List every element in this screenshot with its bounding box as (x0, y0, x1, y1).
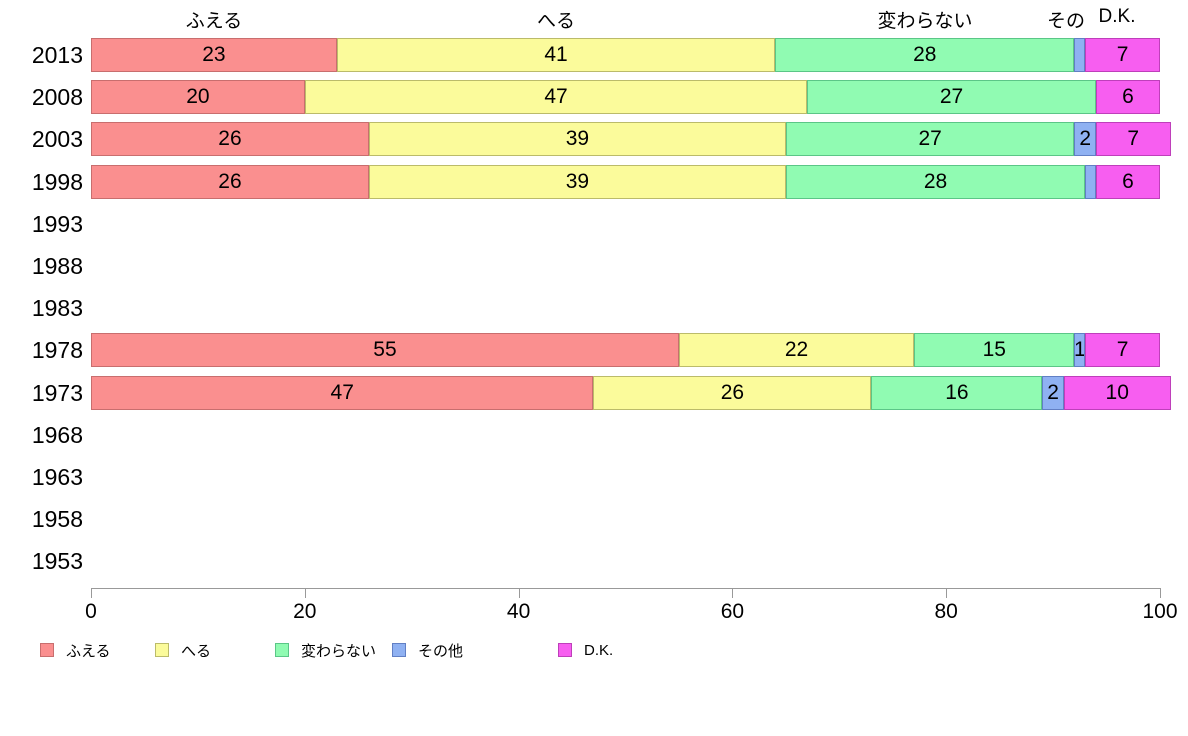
year-label-1988: 1988 (31, 253, 83, 279)
legend-label-2: 変わらない (301, 642, 377, 660)
bar-segment-2013-変わらない: 28 (775, 38, 1075, 72)
x-axis-tick-100 (1160, 588, 1161, 598)
legend-item-3: その他 (392, 642, 464, 660)
x-axis-tick-20 (304, 588, 306, 598)
bar-segment-2003-ふえる: 26 (91, 122, 369, 157)
bar-segment-2008-D.K.: 6 (1095, 80, 1160, 115)
bar-segment-2003-へる: 39 (368, 122, 786, 157)
bar-segment-1978-その他: 1 (1074, 333, 1086, 368)
bar-segment-2003-変わらない: 27 (785, 122, 1075, 157)
x-axis-tick-80 (946, 588, 948, 598)
bar-segment-2013-ふえる: 23 (91, 38, 337, 72)
bar-segment-1973-その他: 2 (1042, 375, 1064, 410)
bar-segment-1998-D.K.: 6 (1095, 164, 1160, 199)
legend-item-4: D.K. (558, 641, 614, 659)
x-axis-tick-label-80: 80 (934, 600, 958, 623)
year-label-1998: 1998 (31, 168, 83, 195)
x-axis-line (91, 588, 1160, 589)
bar-segment-1973-変わらない: 16 (871, 375, 1043, 410)
legend-label-0: ふえる (66, 642, 111, 660)
bar-row-1973: 47 26 16 2 10 (91, 375, 1171, 410)
bar-segment-1973-へる: 26 (593, 375, 872, 410)
bar-segment-2008-へる: 47 (304, 80, 808, 115)
legend-label-4: D.K. (584, 641, 614, 659)
legend-swatch-0 (40, 643, 54, 657)
year-label-1953: 1953 (31, 548, 83, 575)
top-label-2: 変わらない (877, 11, 973, 32)
x-axis-tick-label-100: 100 (1142, 600, 1178, 623)
x-axis-tick-60 (732, 588, 734, 598)
legend-label-3: その他 (418, 642, 464, 660)
x-axis-tick-label-20: 20 (293, 600, 317, 623)
year-label-1983: 1983 (31, 295, 83, 322)
bar-segment-1998-ふえる: 26 (91, 164, 369, 199)
x-axis-tick-40 (518, 588, 520, 598)
top-label-4: D.K. (1098, 6, 1136, 27)
legend-swatch-4 (558, 643, 572, 657)
bar-segment-2003-D.K.: 7 (1095, 122, 1171, 157)
top-label-0: ふえる (185, 11, 243, 32)
bar-segment-2008-変わらない: 27 (807, 80, 1096, 115)
bar-segment-1998-その他 (1085, 164, 1096, 199)
year-label-1968: 1968 (31, 421, 83, 448)
bar-segment-1973-ふえる: 47 (91, 375, 594, 410)
legend-label-1: へる (181, 642, 212, 660)
bar-segment-1978-へる: 22 (678, 333, 915, 368)
bar-segment-1978-変わらない: 15 (914, 333, 1075, 368)
bar-row-1998: 26 39 28 6 (91, 164, 1160, 199)
x-axis-tick-label-60: 60 (720, 600, 745, 623)
top-label-3: その (1046, 11, 1086, 32)
year-label-1973: 1973 (31, 379, 83, 406)
legend-item-1: へる (155, 642, 212, 660)
bar-row-2013: 23 41 28 7 (91, 38, 1160, 72)
year-label-2008: 2008 (31, 84, 83, 111)
bar-segment-1998-変わらない: 28 (785, 164, 1086, 199)
year-label-1958: 1958 (31, 506, 83, 533)
bar-segment-1978-D.K.: 7 (1085, 333, 1160, 368)
top-label-1: へる (536, 11, 576, 32)
bar-segment-1978-ふえる: 55 (91, 333, 679, 368)
bar-segment-2013-へる: 41 (336, 38, 776, 72)
bar-segment-2013-D.K.: 7 (1085, 38, 1160, 72)
year-label-2003: 2003 (31, 126, 83, 153)
year-label-1978: 1978 (31, 337, 83, 364)
bar-segment-1998-へる: 39 (368, 164, 786, 199)
x-axis-tick-0 (91, 588, 92, 598)
legend-swatch-2 (275, 643, 289, 657)
x-axis-tick-label-0: 0 (85, 600, 97, 623)
legend-swatch-1 (155, 643, 169, 657)
legend-item-2: 変わらない (275, 642, 377, 660)
year-label-1993: 1993 (31, 210, 83, 237)
year-label-2013: 2013 (31, 42, 83, 68)
legend-item-0: ふえる (40, 642, 111, 660)
bar-row-2003: 26 39 27 2 7 (91, 122, 1171, 157)
x-axis-tick-label-40: 40 (506, 600, 531, 623)
legend-swatch-3 (392, 643, 406, 657)
year-label-1963: 1963 (31, 464, 83, 490)
bar-segment-1973-D.K.: 10 (1063, 375, 1171, 410)
bar-segment-2013-その他 (1074, 38, 1086, 72)
bar-segment-2008-ふえる: 20 (91, 80, 305, 115)
bar-segment-2003-その他: 2 (1074, 122, 1096, 157)
bar-row-2008: 20 47 27 6 (91, 80, 1160, 115)
bar-row-1978: 55 22 15 1 7 (91, 333, 1160, 368)
